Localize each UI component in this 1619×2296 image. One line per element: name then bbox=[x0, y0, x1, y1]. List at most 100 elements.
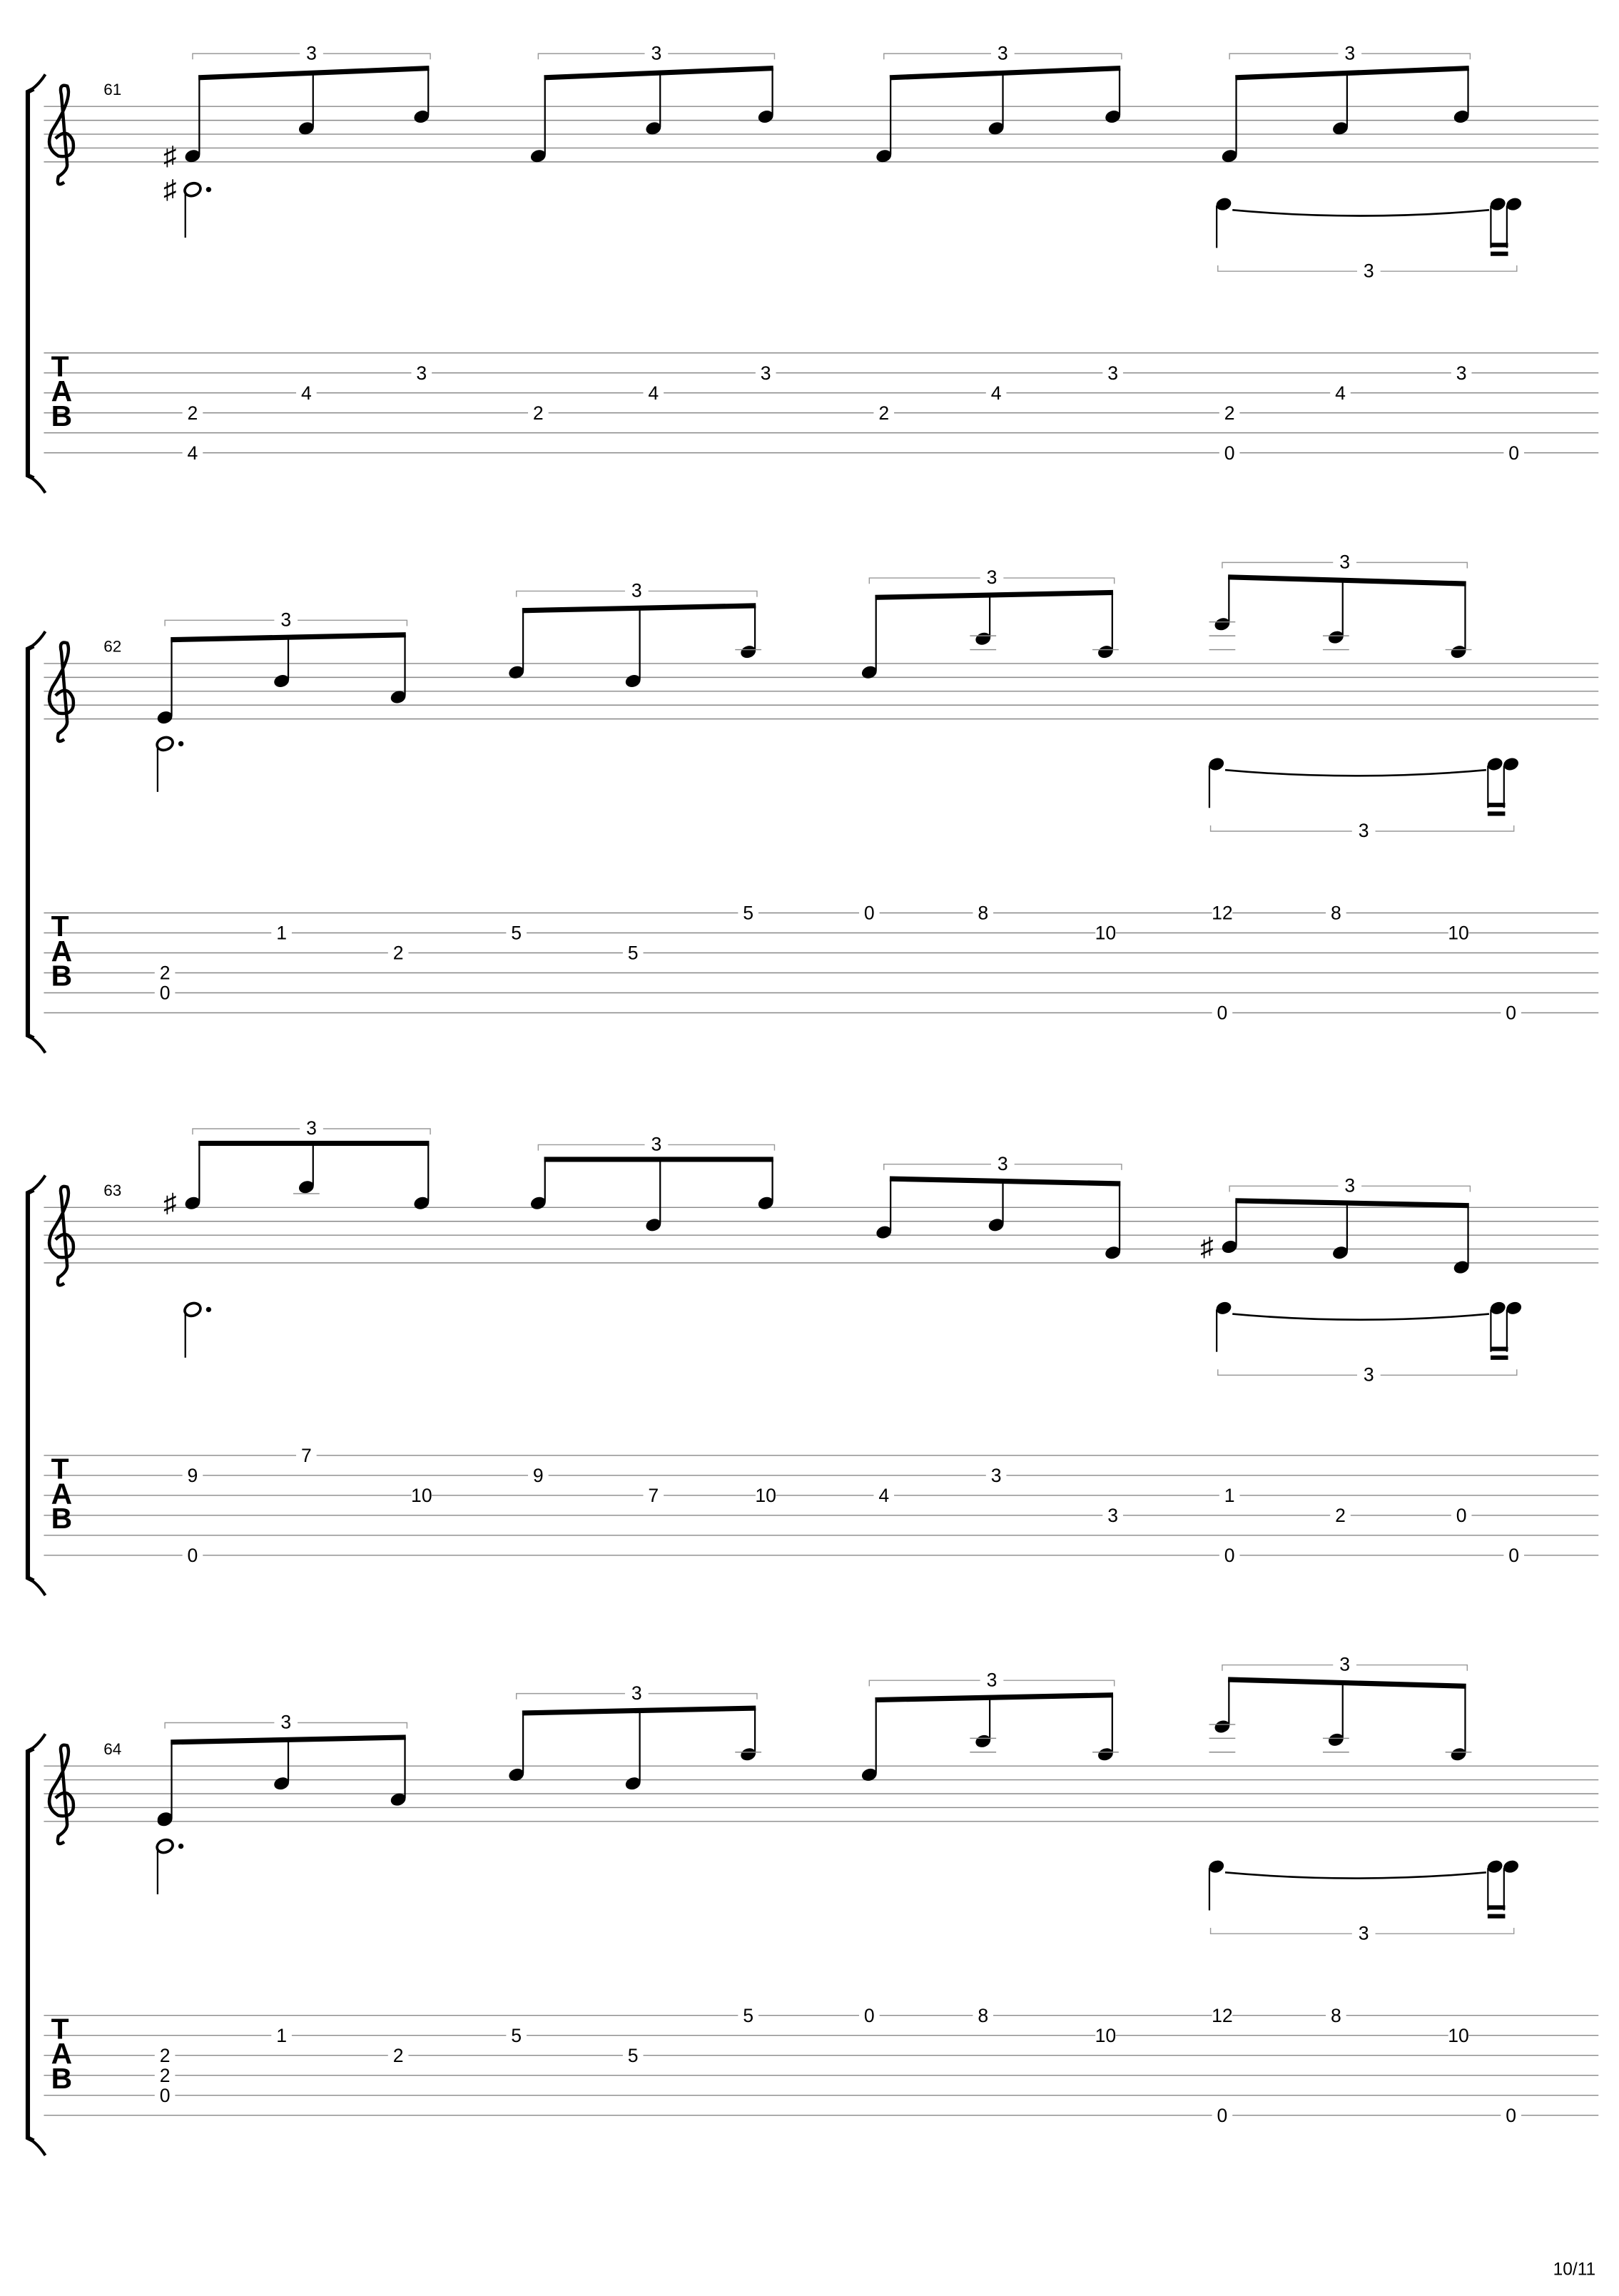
tab-gap bbox=[873, 404, 895, 422]
tuplet-number: 3 bbox=[631, 580, 642, 601]
system-bracket bbox=[25, 1188, 35, 1583]
tab-clef: B bbox=[51, 1502, 73, 1535]
tab-fret: 2 bbox=[878, 402, 889, 424]
tab-gap bbox=[755, 1486, 776, 1505]
tab-fret: 2 bbox=[160, 2065, 171, 2086]
note-head bbox=[1451, 646, 1466, 659]
note-head bbox=[741, 646, 756, 659]
note-head bbox=[861, 1768, 877, 1781]
measure-number: 61 bbox=[103, 81, 121, 98]
dot bbox=[205, 1306, 212, 1313]
tab-fret: 2 bbox=[160, 2045, 171, 2066]
beam bbox=[1227, 574, 1466, 586]
note-head bbox=[414, 1197, 430, 1209]
tuplet-gap bbox=[990, 1155, 1015, 1173]
tab-fret: 0 bbox=[864, 903, 875, 924]
note-head bbox=[509, 1768, 524, 1781]
tuplet-gap bbox=[1356, 1366, 1381, 1384]
bracket-hook bbox=[26, 1733, 47, 2156]
note-head bbox=[1209, 758, 1224, 771]
system-bracket bbox=[25, 644, 35, 1040]
tab-gap bbox=[858, 2006, 880, 2024]
note-head bbox=[625, 1777, 641, 1790]
tuplet-number: 3 bbox=[1364, 1364, 1374, 1386]
tab-fret: 2 bbox=[160, 962, 171, 984]
beam bbox=[198, 65, 430, 81]
tab-fret: 1 bbox=[276, 2025, 287, 2046]
tuplet-gap bbox=[300, 1119, 323, 1138]
tab-gap bbox=[1212, 1004, 1233, 1022]
beam bbox=[1227, 1677, 1466, 1689]
tuplet-number: 3 bbox=[998, 42, 1008, 64]
note-head bbox=[298, 1181, 314, 1194]
tab-fret: 2 bbox=[393, 943, 404, 964]
tab-gap bbox=[622, 2046, 644, 2064]
note-head bbox=[1214, 618, 1230, 631]
system-bracket bbox=[25, 86, 35, 481]
tab-gap bbox=[271, 2026, 292, 2044]
tab-gap bbox=[154, 2086, 176, 2104]
tab-gap bbox=[1219, 1546, 1240, 1565]
tab-fret: 4 bbox=[301, 382, 312, 404]
bracket-hook bbox=[26, 73, 47, 494]
tab-gap bbox=[1326, 904, 1346, 922]
tab-gap bbox=[411, 364, 432, 382]
beam bbox=[544, 65, 773, 81]
tab-gap bbox=[985, 384, 1007, 402]
tuplet-number: 3 bbox=[1359, 820, 1369, 841]
tab-fret: 4 bbox=[991, 382, 1002, 404]
tab-fret: 10 bbox=[1095, 923, 1117, 944]
tab-fret: 1 bbox=[276, 923, 287, 944]
note-head bbox=[274, 674, 289, 687]
tie bbox=[1232, 208, 1490, 217]
tab-gap bbox=[411, 1486, 432, 1505]
tab-gap bbox=[154, 964, 176, 982]
triplet-group: 3 bbox=[509, 1682, 762, 1790]
beam bbox=[875, 1692, 1114, 1703]
beam bbox=[522, 603, 756, 614]
tab-gap bbox=[1501, 2106, 1521, 2124]
note-head bbox=[530, 1197, 546, 1209]
treble-clef bbox=[47, 1184, 76, 1287]
sharp: ♯ bbox=[163, 1188, 176, 1217]
note-head bbox=[157, 711, 173, 724]
tab-fret: 8 bbox=[978, 2005, 988, 2026]
tab-gap bbox=[1448, 924, 1469, 942]
treble-clef bbox=[47, 83, 76, 186]
tab-gap bbox=[1095, 2026, 1116, 2044]
tab-gap bbox=[182, 1546, 203, 1565]
note-head bbox=[1216, 1301, 1232, 1314]
note-head bbox=[390, 691, 406, 703]
tab-fret: 0 bbox=[1217, 1002, 1228, 1024]
tab-fret: 0 bbox=[864, 2005, 875, 2026]
tuplet-number: 3 bbox=[1344, 1175, 1355, 1197]
tab-fret: 2 bbox=[1335, 1505, 1346, 1526]
tab-fret: 0 bbox=[1217, 2105, 1228, 2126]
dot bbox=[178, 1843, 184, 1849]
tab-gap bbox=[182, 404, 203, 422]
beam bbox=[1235, 65, 1469, 81]
tuplet-gap bbox=[644, 1136, 669, 1154]
triplet-group: 3 bbox=[861, 1669, 1119, 1781]
tab-fret: 0 bbox=[160, 982, 171, 1004]
triplet-group: 3 bbox=[1222, 1175, 1471, 1274]
tab-gap bbox=[1095, 924, 1116, 942]
note-head bbox=[646, 122, 661, 135]
note-head bbox=[1328, 1733, 1344, 1746]
tab-gap bbox=[1503, 1546, 1525, 1565]
tab-fret: 3 bbox=[991, 1465, 1002, 1486]
tab-gap bbox=[738, 904, 758, 922]
tab-gap bbox=[1212, 2106, 1233, 2124]
note-head bbox=[1487, 758, 1503, 771]
tab-fret: 3 bbox=[761, 362, 771, 384]
note-head bbox=[157, 1812, 173, 1825]
tab-fret: 0 bbox=[1508, 1545, 1519, 1566]
tab-gap bbox=[271, 924, 292, 942]
note-head bbox=[1098, 1748, 1113, 1761]
tab-fret: 8 bbox=[1331, 2005, 1341, 2026]
tuplet-number: 3 bbox=[306, 42, 317, 64]
page-number: 10/11 bbox=[1553, 2260, 1596, 2279]
tab-fret: 5 bbox=[743, 903, 753, 924]
